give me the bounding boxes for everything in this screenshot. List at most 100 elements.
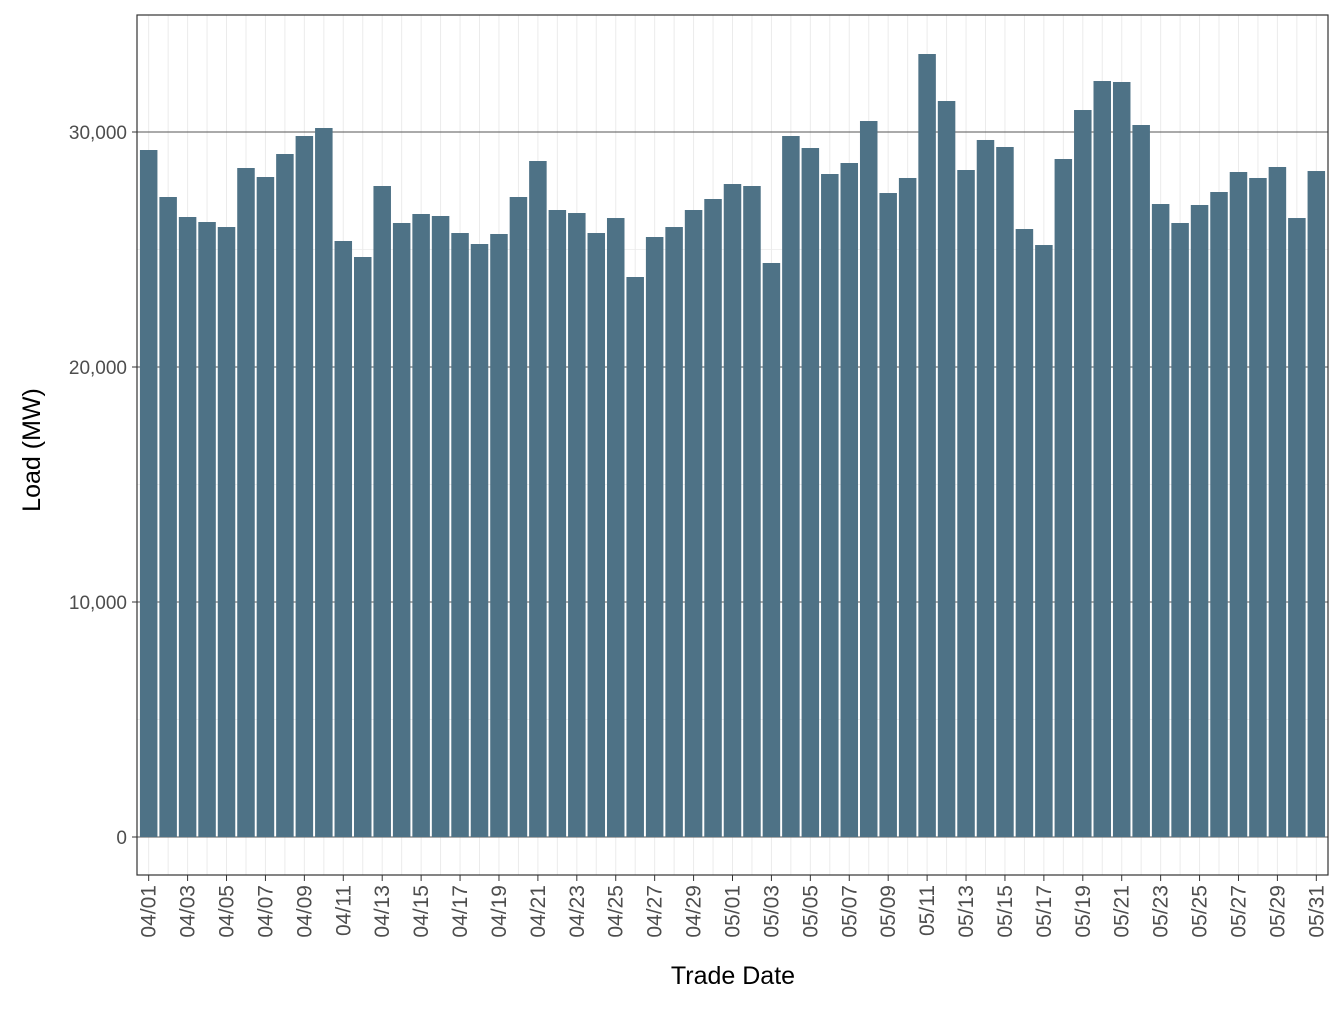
x-tick-label: 04/29	[683, 885, 706, 938]
x-tick-label: 04/03	[177, 885, 200, 938]
bar	[1229, 172, 1248, 838]
bar	[723, 184, 742, 838]
bar	[353, 257, 372, 838]
x-tick-label: 04/25	[605, 885, 628, 938]
x-tick-label: 05/15	[994, 885, 1017, 938]
bar	[139, 150, 158, 838]
bar	[198, 222, 216, 838]
bar	[334, 240, 353, 838]
bar	[801, 148, 820, 838]
bar	[1132, 125, 1150, 838]
x-tick-label: 04/27	[644, 885, 667, 938]
bar	[1268, 166, 1287, 838]
x-tick-label: 05/01	[722, 885, 745, 938]
bar	[684, 210, 703, 838]
bar	[1074, 110, 1092, 838]
y-tick-label: 0	[116, 828, 127, 849]
x-tick-label: 04/07	[254, 885, 277, 938]
bar	[529, 161, 547, 838]
bar	[568, 213, 586, 838]
x-tick-label: 05/19	[1072, 885, 1095, 938]
y-tick-label: 10,000	[69, 593, 127, 614]
bar	[645, 237, 664, 838]
bar	[762, 262, 781, 838]
bar	[1015, 229, 1034, 838]
x-tick-label: 05/13	[955, 885, 978, 938]
bar	[509, 197, 528, 838]
x-tick-label: 05/03	[760, 885, 783, 938]
bar	[821, 173, 839, 838]
bar	[859, 121, 878, 838]
x-tick-label: 05/23	[1150, 885, 1173, 938]
bar	[840, 163, 859, 838]
bar	[178, 217, 197, 838]
bar	[1307, 171, 1326, 838]
bar	[937, 101, 956, 838]
x-tick-label: 04/09	[293, 885, 316, 938]
x-tick-label: 05/09	[877, 885, 900, 938]
x-tick-label: 05/29	[1266, 885, 1289, 938]
bar	[918, 54, 936, 838]
bar	[1210, 192, 1228, 838]
plot-border	[136, 14, 1329, 876]
bar	[879, 193, 897, 838]
bar	[898, 177, 917, 838]
bar	[626, 276, 644, 838]
bar	[412, 213, 430, 838]
x-tick-label: 04/23	[566, 885, 589, 938]
bar	[1093, 81, 1112, 838]
bar	[159, 197, 177, 838]
x-tick-label: 04/17	[449, 885, 472, 938]
bar	[782, 136, 800, 838]
bar	[256, 177, 275, 838]
bar	[1190, 204, 1209, 838]
bar	[1171, 222, 1189, 838]
x-tick-label: 05/17	[1033, 885, 1056, 938]
x-tick-label: 05/11	[916, 885, 939, 936]
bar	[470, 244, 489, 838]
bar	[996, 146, 1014, 838]
bar	[1249, 177, 1267, 838]
x-tick-label: 05/07	[838, 885, 861, 938]
bar	[1151, 204, 1170, 838]
bar	[217, 227, 236, 838]
bar	[587, 233, 606, 838]
x-tick-label: 04/19	[488, 885, 511, 938]
x-tick-label: 04/05	[216, 885, 239, 938]
bar	[548, 210, 567, 838]
x-tick-label: 04/13	[371, 885, 394, 938]
bar	[295, 136, 314, 838]
x-axis-title: Trade Date	[671, 962, 795, 990]
bar	[315, 128, 333, 838]
bar	[976, 139, 995, 838]
x-tick-label: 05/05	[799, 885, 822, 938]
bar	[704, 199, 722, 838]
bar	[490, 233, 508, 838]
x-tick-label: 05/21	[1111, 885, 1134, 938]
bar	[1288, 218, 1306, 838]
x-tick-label: 04/21	[527, 885, 550, 938]
bar	[373, 186, 391, 838]
bar	[743, 186, 761, 838]
bar	[1112, 81, 1131, 838]
x-tick-label: 05/27	[1227, 885, 1250, 938]
bar	[1035, 245, 1053, 838]
x-tick-label: 04/01	[138, 885, 161, 938]
bar	[957, 170, 975, 838]
y-tick-label: 20,000	[69, 358, 127, 379]
bar	[431, 215, 450, 838]
bar	[451, 233, 469, 838]
x-tick-label: 05/25	[1189, 885, 1212, 938]
bar	[665, 227, 683, 838]
y-axis-title: Load (MW)	[18, 388, 46, 512]
y-tick-label: 30,000	[69, 123, 127, 144]
bar	[237, 168, 255, 838]
x-tick-label: 05/31	[1305, 885, 1328, 938]
x-tick-label: 04/15	[410, 885, 433, 938]
bar	[1054, 159, 1073, 838]
bar	[392, 222, 411, 838]
x-tick-label: 04/11	[332, 885, 355, 936]
bar	[276, 154, 294, 838]
